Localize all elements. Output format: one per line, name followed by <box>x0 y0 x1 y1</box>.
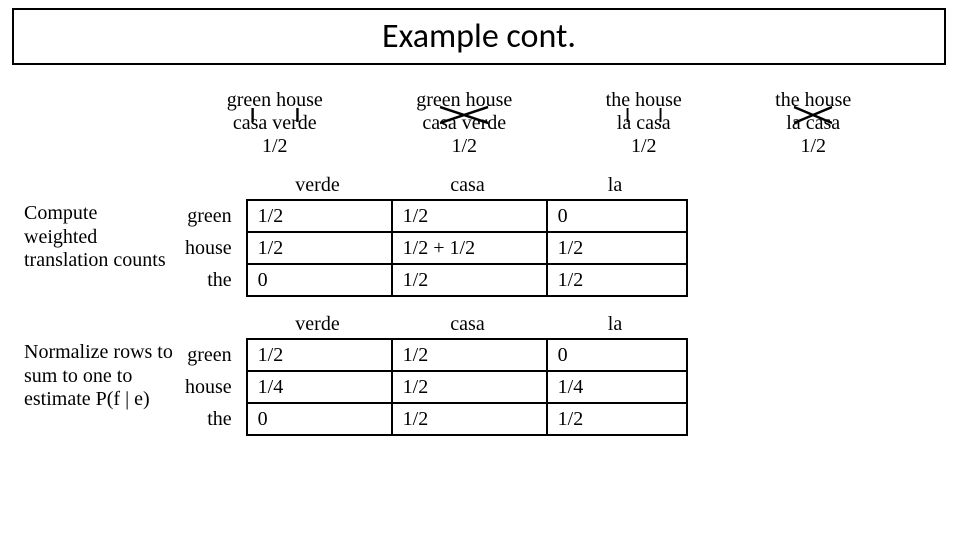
align-weight: 1/2 <box>606 135 682 158</box>
table-row: the 0 1/2 1/2 <box>175 403 687 435</box>
section-normalize: Normalize rows to sum to one to estimate… <box>0 313 958 436</box>
align-weight: 1/2 <box>227 135 323 158</box>
row-label: green <box>175 339 247 371</box>
table2-headers: verde casa la <box>245 313 688 336</box>
table1-headers: verde casa la <box>245 174 688 197</box>
cell: 0 <box>547 200 687 232</box>
table-row: green 1/2 1/2 0 <box>175 339 687 371</box>
align-bottom: casa verde <box>416 112 512 135</box>
section-compute-counts: Compute weighted translation counts verd… <box>0 174 958 297</box>
cell: 1/2 <box>547 403 687 435</box>
table2-h2: la <box>545 313 685 336</box>
table2-caption: Normalize rows to sum to one to estimate… <box>0 313 175 412</box>
table1-h1: casa <box>390 174 545 197</box>
align-top: green house <box>416 89 512 112</box>
align-bottom: casa verde <box>227 112 323 135</box>
cell: 1/2 <box>392 403 547 435</box>
cell: 1/2 <box>392 264 547 296</box>
cell: 0 <box>247 264 392 296</box>
align-weight: 1/2 <box>775 135 851 158</box>
cell: 1/4 <box>247 371 392 403</box>
table1-h2: la <box>545 174 685 197</box>
cell: 1/2 <box>392 339 547 371</box>
alignment-2: the house la casa 1/2 <box>606 89 682 158</box>
table-row: house 1/4 1/2 1/4 <box>175 371 687 403</box>
row-label: house <box>175 371 247 403</box>
row-label: house <box>175 232 247 264</box>
alignment-1: green house casa verde 1/2 <box>416 89 512 158</box>
table-row: the 0 1/2 1/2 <box>175 264 687 296</box>
align-top: the house <box>606 89 682 112</box>
cell: 1/2 <box>247 232 392 264</box>
cell: 0 <box>547 339 687 371</box>
cell: 1/2 <box>392 200 547 232</box>
cell: 0 <box>247 403 392 435</box>
align-bottom: la casa <box>775 112 851 135</box>
cell: 1/2 <box>247 200 392 232</box>
row-label: green <box>175 200 247 232</box>
cell: 1/2 <box>547 232 687 264</box>
align-weight: 1/2 <box>416 135 512 158</box>
cell: 1/4 <box>547 371 687 403</box>
align-top: green house <box>227 89 323 112</box>
table2: green 1/2 1/2 0 house 1/4 1/2 1/4 the 0 … <box>175 338 688 436</box>
align-bottom: la casa <box>606 112 682 135</box>
cell: 1/2 <box>392 371 547 403</box>
slide-title: Example cont. <box>12 8 946 65</box>
alignment-row: green house casa verde 1/2 green house c… <box>180 89 898 158</box>
table1-h0: verde <box>245 174 390 197</box>
table1: green 1/2 1/2 0 house 1/2 1/2 + 1/2 1/2 … <box>175 199 688 297</box>
row-label: the <box>175 264 247 296</box>
table2-h1: casa <box>390 313 545 336</box>
table1-caption: Compute weighted translation counts <box>0 174 175 273</box>
cell: 1/2 <box>247 339 392 371</box>
row-label: the <box>175 403 247 435</box>
alignment-3: the house la casa 1/2 <box>775 89 851 158</box>
align-top: the house <box>775 89 851 112</box>
alignment-0: green house casa verde 1/2 <box>227 89 323 158</box>
cell: 1/2 + 1/2 <box>392 232 547 264</box>
table2-h0: verde <box>245 313 390 336</box>
cell: 1/2 <box>547 264 687 296</box>
table-row: house 1/2 1/2 + 1/2 1/2 <box>175 232 687 264</box>
table-row: green 1/2 1/2 0 <box>175 200 687 232</box>
